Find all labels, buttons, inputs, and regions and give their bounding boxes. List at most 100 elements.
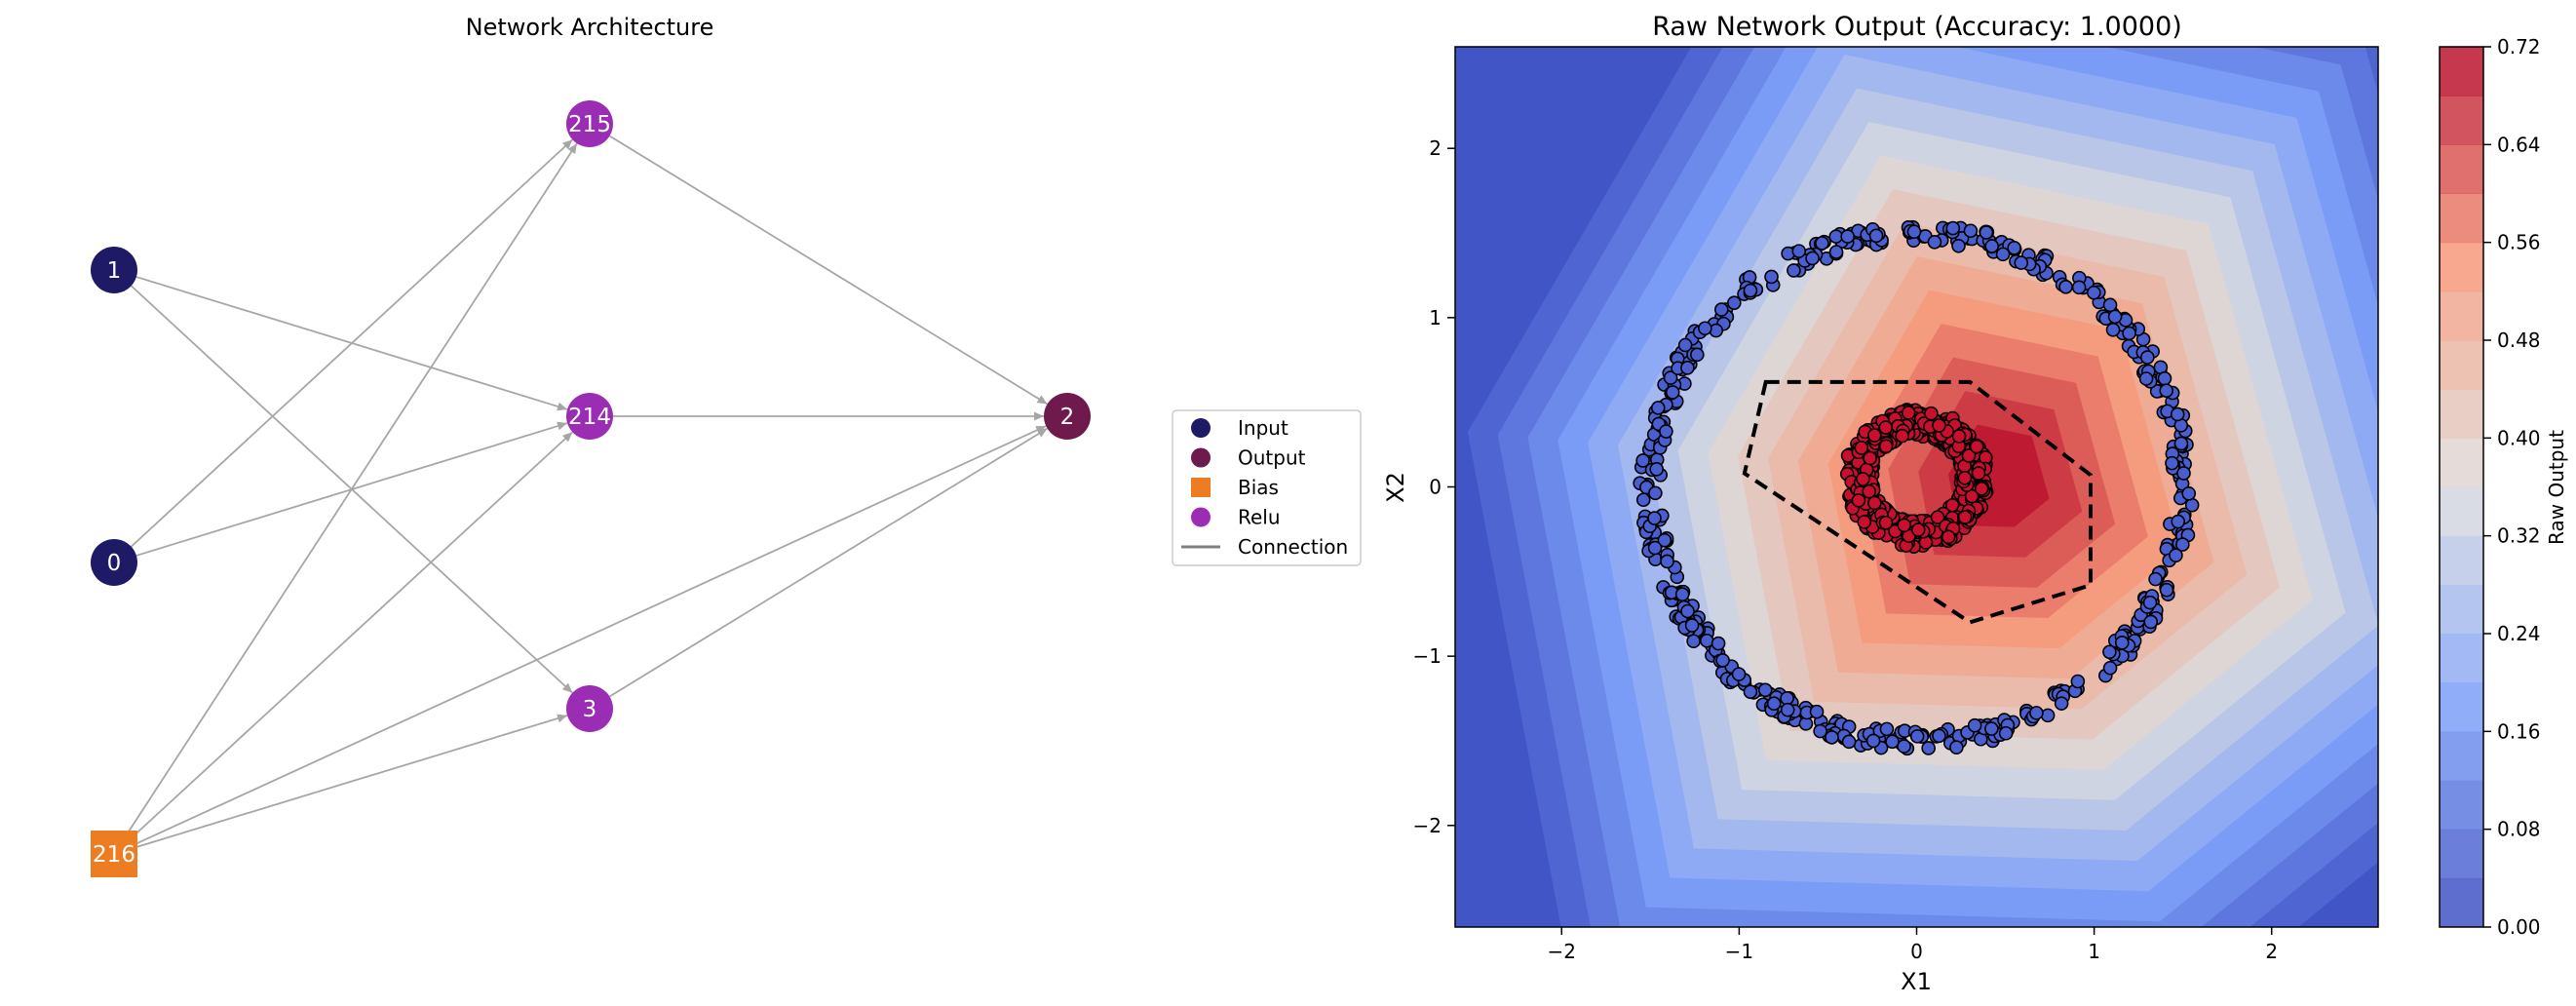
data-point: [1650, 401, 1666, 415]
data-point: [1951, 238, 1966, 253]
data-point: [1686, 634, 1701, 649]
data-point: [2102, 297, 2118, 313]
x-axis-label: X1: [1901, 968, 1932, 995]
node-216: 216: [91, 831, 137, 877]
colorbar-band: [2440, 438, 2483, 487]
decision-boundary: [1742, 379, 2093, 625]
legend-item-input: Input: [1191, 416, 1288, 440]
data-point: [1684, 618, 1700, 633]
data-point: [1743, 684, 1758, 699]
y-tick-label: −2: [1413, 814, 1442, 837]
data-point: [2159, 383, 2174, 399]
legend-items: Input Output Bias Relu Connection: [1181, 416, 1348, 559]
data-point: [1909, 729, 1925, 744]
data-point: [1851, 493, 1866, 508]
data-point: [1963, 223, 1979, 239]
data-point: [2007, 240, 2021, 255]
data-point: [1674, 587, 1690, 601]
data-point: [1660, 554, 1674, 569]
y-tick-label: 0: [1429, 476, 1442, 499]
network-nodes: 1 0 216 215 214 3 2: [91, 100, 1091, 877]
data-point: [1867, 495, 1882, 511]
node-label: 216: [93, 842, 135, 868]
data-point: [1840, 229, 1855, 244]
data-point: [1727, 295, 1742, 310]
data-point: [1941, 529, 1956, 545]
data-point: [1957, 510, 1973, 524]
data-point: [1787, 263, 1801, 278]
colorbar-band: [2440, 682, 2483, 732]
data-point: [1878, 439, 1894, 454]
data-point: [1809, 704, 1825, 719]
node-0: 0: [91, 539, 137, 586]
x-tick-label: −2: [1548, 940, 1576, 963]
data-point: [2165, 455, 2179, 471]
data-point: [1895, 428, 1910, 444]
data-point: [2107, 309, 2123, 325]
edge-216-2: [135, 425, 1047, 845]
data-point: [1731, 667, 1747, 681]
node-label: 2: [1060, 405, 1075, 430]
data-point: [1932, 418, 1946, 433]
edge-3-2: [608, 427, 1049, 698]
y-tick-label: 1: [1429, 306, 1442, 329]
data-point: [2102, 660, 2118, 676]
colorbar-band: [2440, 780, 2483, 831]
x-axis-ticks: −2 −1 0 1 2: [1548, 927, 2278, 963]
colorbar-band: [2440, 96, 2483, 145]
colorbar-frame: [2439, 46, 2484, 928]
data-point: [1930, 510, 1945, 524]
colorbar-tick-label: 0.48: [2497, 329, 2541, 352]
data-point: [1932, 728, 1946, 744]
data-point: [1805, 251, 1820, 266]
legend: Input Output Bias Relu Connection: [1172, 409, 1362, 566]
edge-216-3: [135, 714, 568, 848]
series-class-1: [1839, 403, 1994, 554]
series-class-0: [1633, 219, 2200, 756]
data-point: [1862, 484, 1876, 499]
legend-item-output: Output: [1191, 446, 1306, 470]
data-point: [2102, 644, 2117, 660]
data-point: [1927, 234, 1942, 250]
data-point: [1657, 532, 1672, 548]
svg-text:Input: Input: [1238, 416, 1288, 440]
edge-216-214: [131, 431, 573, 839]
colorbar-band: [2440, 144, 2483, 194]
data-point: [1813, 723, 1827, 739]
y-tick-label: −1: [1413, 644, 1442, 668]
data-point: [1764, 269, 1779, 285]
data-point: [2148, 571, 2163, 587]
data-point: [1715, 653, 1730, 668]
data-point: [1967, 717, 1982, 733]
data-point: [1866, 428, 1882, 443]
data-point: [2169, 548, 2183, 562]
output-chart: Raw Network Output (Accuracy: 1.0000) −2…: [1382, 12, 2379, 995]
data-point: [1949, 740, 1964, 754]
data-point: [1897, 518, 1912, 533]
data-point: [2181, 486, 2197, 501]
data-point: [1663, 370, 1678, 385]
edge-214-2: [613, 411, 1044, 421]
data-point: [1957, 470, 1973, 485]
data-point: [1780, 691, 1794, 706]
data-point: [2138, 371, 2154, 386]
data-point: [1665, 385, 1680, 400]
data-point: [1951, 429, 1967, 444]
data-point: [1690, 347, 1705, 363]
data-point: [2040, 708, 2056, 723]
colorbar-band: [2440, 486, 2483, 537]
data-point: [1743, 283, 1758, 298]
data-point: [1825, 730, 1839, 745]
edge-0-215: [131, 138, 573, 548]
data-point: [1766, 696, 1782, 712]
data-point: [2175, 537, 2190, 552]
data-point: [1647, 511, 1662, 525]
data-point: [2122, 326, 2136, 341]
node-label: 1: [107, 258, 122, 284]
colorbar-band: [2440, 340, 2483, 390]
node-label: 215: [568, 112, 611, 137]
data-point: [1879, 721, 1895, 737]
colorbar-tick-label: 0.56: [2497, 231, 2541, 254]
data-point: [1995, 247, 2011, 262]
node-2: 2: [1044, 393, 1091, 440]
